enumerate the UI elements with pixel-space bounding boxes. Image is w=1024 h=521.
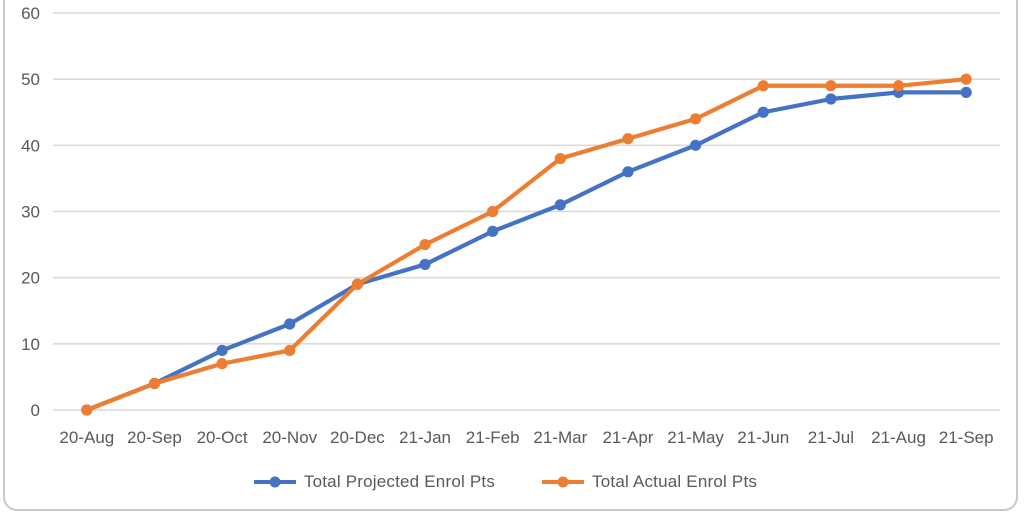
y-tick-label: 20 (21, 269, 40, 288)
data-point-marker (148, 377, 161, 390)
x-tick-label: 21-Jul (808, 428, 854, 447)
x-tick-label: 20-Nov (262, 428, 317, 447)
data-point-marker (825, 93, 837, 105)
data-point-marker (690, 113, 702, 125)
x-tick-label: 20-Aug (59, 428, 114, 447)
x-tick-label: 20-Sep (127, 428, 182, 447)
data-point-marker (351, 278, 363, 290)
data-point-marker (554, 199, 566, 211)
legend-item: Total Projected Enrol Pts (253, 472, 495, 492)
data-point-marker (960, 86, 972, 98)
data-point-marker (419, 238, 431, 251)
x-tick-label: 21-Jan (399, 428, 451, 447)
data-point-marker (892, 80, 905, 92)
data-point-marker (487, 225, 499, 237)
x-tick-label: 20-Dec (330, 428, 385, 447)
y-tick-label: 30 (21, 203, 40, 222)
series-line (84, 77, 969, 413)
y-tick-label: 10 (21, 335, 40, 354)
x-tick-label: 21-May (667, 428, 724, 447)
data-point-marker (216, 344, 228, 357)
data-point-marker (960, 73, 972, 85)
x-tick-label: 21-Apr (602, 428, 653, 447)
x-tick-label: 21-Jun (737, 428, 789, 447)
legend-marker-icon (253, 476, 296, 488)
legend-marker-icon (542, 476, 585, 488)
series-line (84, 90, 969, 413)
data-point-marker (284, 318, 296, 330)
x-tick-label: 21-Mar (533, 428, 587, 447)
data-point-marker (690, 139, 702, 151)
x-tick-label: 21-Feb (466, 428, 520, 447)
data-point-marker (419, 258, 431, 271)
y-tick-label: 60 (21, 4, 40, 23)
data-point-marker (622, 133, 634, 145)
data-point-marker (554, 152, 566, 165)
data-point-marker (757, 80, 769, 92)
data-point-marker (81, 404, 93, 416)
legend-label: Total Actual Enrol Pts (592, 472, 758, 491)
x-tick-label: 21-Sep (939, 428, 994, 447)
data-point-marker (825, 80, 837, 92)
data-point-marker (216, 358, 228, 370)
data-point-marker (622, 166, 634, 178)
legend-item: Total Actual Enrol Pts (541, 472, 757, 492)
y-tick-label: 40 (21, 136, 40, 155)
legend-label: Total Projected Enrol Pts (303, 472, 496, 491)
chart-legend: Total Projected Enrol Pts Total Actual En… (0, 472, 1010, 492)
y-tick-label: 50 (21, 70, 40, 89)
y-tick-label: 0 (31, 401, 40, 420)
x-tick-label: 20-Oct (197, 428, 248, 447)
x-tick-label: 21-Aug (871, 428, 926, 447)
data-point-marker (284, 344, 296, 357)
data-point-marker (757, 106, 769, 118)
data-point-marker (487, 205, 499, 218)
